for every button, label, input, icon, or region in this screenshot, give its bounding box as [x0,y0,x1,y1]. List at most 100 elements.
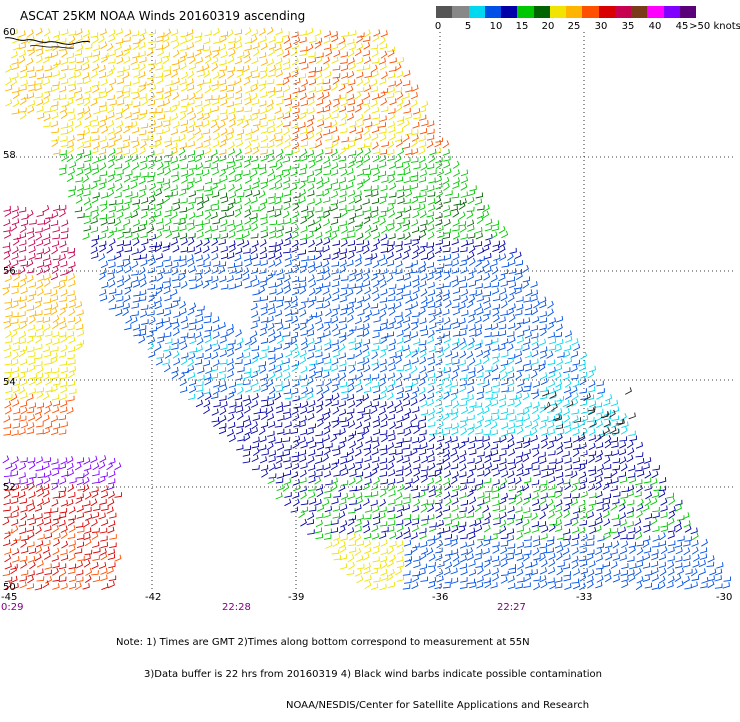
wind-barb [18,311,26,318]
wind-barb [500,541,509,547]
wind-barb [387,520,396,527]
wind-barb [76,541,85,549]
wind-barb [331,261,340,267]
wind-barb [410,171,419,178]
wind-barb [19,581,27,589]
wind-barb [482,492,491,499]
wind-barb [676,580,684,589]
wind-barb [371,351,378,360]
wind-barb [435,325,444,332]
wind-barb [388,449,397,456]
wind-barb [26,209,34,218]
wind-barb [413,463,421,470]
wind-barb [243,359,252,366]
wind-barb [338,196,347,204]
wind-barb [563,493,572,499]
wind-barb [420,400,428,408]
wind-barb [362,351,370,359]
wind-barb [443,343,451,352]
wind-barb [172,100,180,107]
wind-barb [563,503,571,512]
wind-barb [315,283,324,290]
wind-barb [531,421,539,429]
wind-barb [387,203,395,212]
wind-barb [571,415,579,423]
wind-barb [314,345,323,353]
wind-barb [108,520,116,528]
wind-barb [68,366,77,373]
wind-barb [322,434,330,442]
wind-barb [116,261,125,268]
wind-barb [116,275,125,283]
wind-barb [276,92,285,99]
wind-barb [300,506,309,513]
wind-barb [300,329,308,337]
wind-barb [444,260,453,266]
wind-barb [82,184,91,191]
wind-barb [500,407,509,415]
wind-barb [356,169,365,177]
wind-barb [418,106,426,113]
wind-barb [565,470,573,477]
wind-barb [403,99,411,107]
wind-barb [442,140,450,149]
wind-barb [419,230,427,239]
wind-barb [133,330,141,337]
wind-barb [36,387,44,393]
wind-barb [124,100,133,106]
wind-barb [261,345,269,352]
wind-barb [179,78,187,86]
wind-barb [404,385,413,393]
wind-barb [283,281,291,290]
wind-barb [356,99,364,107]
wind-barb [51,406,60,414]
wind-barb [154,210,162,218]
wind-barb [203,261,211,268]
wind-barb [444,436,452,444]
wind-barb [315,127,323,135]
wind-barb [74,582,82,591]
wind-barb [596,420,603,429]
wind-barb [324,112,332,121]
wind-barb [12,380,20,387]
wind-barb [82,63,90,71]
wind-barb [308,400,316,408]
wind-barb [283,408,291,414]
wind-barb [42,55,50,64]
wind-barb [228,161,236,169]
wind-barb [445,350,453,358]
wind-barb [4,554,12,563]
wind-barb [611,442,619,449]
wind-barb [338,37,346,45]
wind-barb [37,498,44,507]
wind-barb [307,219,315,227]
wind-barb [413,113,421,120]
wind-barb [572,435,580,443]
wind-barb [268,386,276,395]
wind-barb [260,121,268,128]
wind-barb [443,161,451,169]
wind-barb [413,468,421,477]
wind-barb [19,295,27,303]
wind-barb [323,62,330,71]
wind-barb [523,338,531,346]
wind-barb [260,178,268,184]
wind-barb [547,450,556,456]
wind-barb [370,499,378,507]
wind-barb [67,80,76,86]
wind-barb [562,528,571,535]
wind-barb [13,414,21,421]
wind-barb [339,359,347,367]
wind-barb [651,470,659,479]
wind-barb [18,246,27,253]
wind-barb [331,384,339,393]
wind-barb [227,391,235,400]
wind-barb [323,266,330,275]
wind-barb [156,353,164,359]
wind-barb [226,86,234,93]
wind-barb [189,347,197,353]
wind-barb [283,478,292,485]
wind-barb [242,379,251,386]
wind-barb [587,549,595,556]
wind-barb [684,583,692,590]
